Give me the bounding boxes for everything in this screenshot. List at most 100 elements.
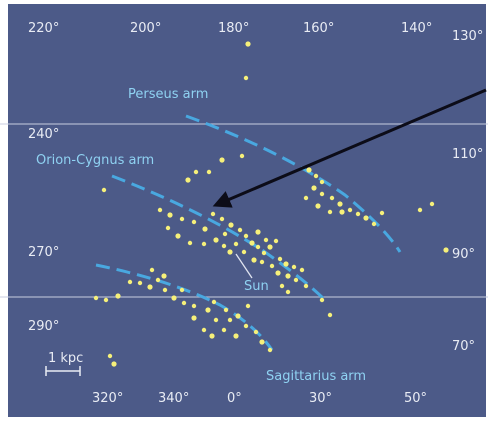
star-dot: [270, 264, 274, 268]
star-dot: [306, 167, 311, 172]
top-longitude-label: 200°: [130, 21, 161, 36]
star-dot: [166, 226, 170, 230]
star-dot: [443, 247, 448, 252]
star-dot: [244, 234, 248, 238]
star-dot: [209, 333, 214, 338]
star-dot: [224, 308, 228, 312]
star-dot: [244, 76, 248, 80]
star-dot: [163, 288, 167, 292]
star-dot: [249, 240, 254, 245]
star-dot: [192, 304, 196, 308]
right-longitude-label: 130°: [452, 29, 483, 44]
star-dot: [185, 177, 190, 182]
star-dot: [255, 229, 260, 234]
star-dot: [233, 333, 238, 338]
star-dot: [356, 212, 360, 216]
star-dot: [254, 330, 258, 334]
star-dot: [205, 307, 210, 312]
top-longitude-label: 180°: [218, 21, 249, 36]
star-dot: [138, 281, 142, 285]
star-dot: [311, 185, 316, 190]
star-dot: [300, 268, 304, 272]
star-dot: [222, 328, 226, 332]
scale-label: 1 kpc: [48, 351, 83, 366]
star-dot: [294, 278, 298, 282]
star-dot: [330, 196, 334, 200]
star-dot: [283, 261, 288, 266]
star-dot: [315, 203, 320, 208]
sun-label: Sun: [244, 279, 269, 294]
left-longitude-label: 290°: [28, 319, 59, 334]
left-longitude-label: 270°: [28, 245, 59, 260]
star-dot: [286, 290, 290, 294]
star-dot: [202, 226, 207, 231]
star-dot: [242, 250, 246, 254]
right-longitude-label: 90°: [452, 247, 475, 262]
top-longitude-label: 140°: [401, 21, 432, 36]
bottom-longitude-label: 50°: [404, 391, 427, 406]
star-dot: [328, 210, 332, 214]
star-dot: [213, 237, 218, 242]
star-dot: [268, 348, 272, 352]
top-longitude-label: 220°: [28, 21, 59, 36]
star-dot: [156, 278, 160, 282]
star-dot: [262, 251, 266, 255]
star-dot: [111, 361, 116, 366]
star-dot: [264, 238, 268, 242]
star-dot: [430, 202, 434, 206]
star-dot: [304, 196, 308, 200]
star-dot: [337, 201, 342, 206]
star-dot: [292, 265, 296, 269]
star-dot: [267, 244, 272, 249]
star-dot: [304, 284, 308, 288]
star-dot: [240, 154, 244, 158]
perseus-arm-label: Perseus arm: [128, 87, 208, 102]
star-dot: [167, 212, 172, 217]
star-dot: [150, 268, 154, 272]
star-dot: [192, 220, 196, 224]
right-longitude-label: 70°: [452, 339, 475, 354]
star-dot: [222, 244, 226, 248]
star-dot: [275, 270, 280, 275]
star-dot: [147, 284, 152, 289]
star-dot: [244, 324, 248, 328]
right-longitude-label: 110°: [452, 147, 483, 162]
star-dot: [194, 170, 198, 174]
star-dot: [182, 301, 186, 305]
left-longitude-label: 240°: [28, 127, 59, 142]
star-dot: [180, 288, 184, 292]
star-dot: [158, 208, 162, 212]
star-dot: [219, 157, 224, 162]
star-dot: [363, 215, 368, 220]
star-dot: [212, 300, 216, 304]
star-dot: [227, 249, 232, 254]
star-dot: [223, 232, 227, 236]
star-dot: [234, 242, 238, 246]
star-dot: [320, 180, 324, 184]
sagittarius-arm-label: Sagittarius arm: [266, 369, 366, 384]
star-dot: [202, 242, 206, 246]
star-dot: [320, 192, 324, 196]
star-dot: [238, 228, 242, 232]
star-dot: [380, 211, 384, 215]
star-dot: [94, 296, 98, 300]
star-dot: [256, 245, 260, 249]
bottom-longitude-label: 0°: [227, 391, 242, 406]
star-dot: [128, 280, 132, 284]
star-dot: [348, 208, 352, 212]
star-dot: [188, 241, 192, 245]
star-dot: [191, 315, 196, 320]
star-dot: [202, 328, 206, 332]
star-dot: [259, 339, 264, 344]
star-dot: [207, 170, 211, 174]
star-dot: [214, 318, 218, 322]
star-dot: [246, 304, 250, 308]
star-dot: [180, 217, 184, 221]
star-dot: [171, 295, 176, 300]
bottom-longitude-label: 320°: [92, 391, 123, 406]
star-dot: [115, 293, 120, 298]
star-dot: [372, 222, 376, 226]
star-dot: [280, 284, 284, 288]
